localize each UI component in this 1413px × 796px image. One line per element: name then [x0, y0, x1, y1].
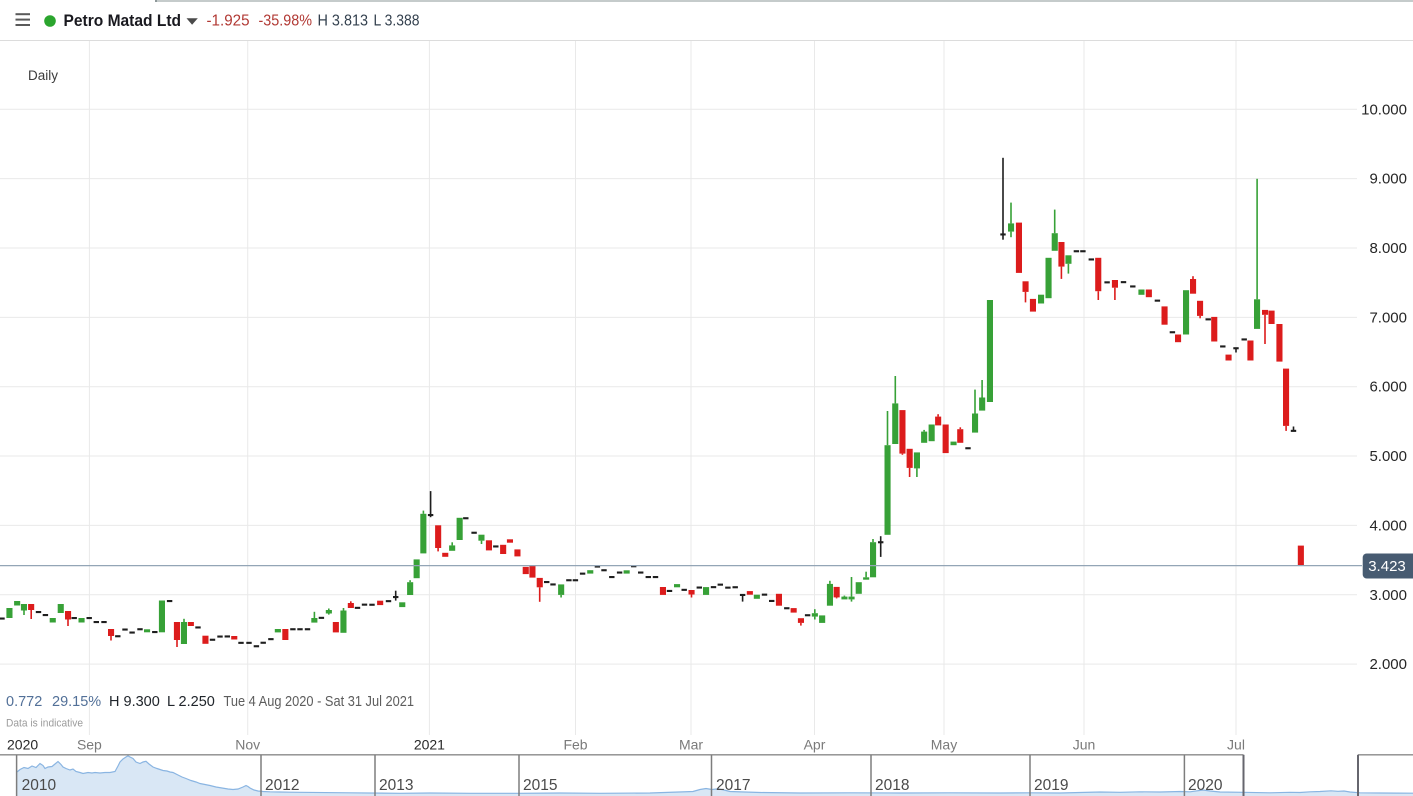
svg-text:L 2.250: L 2.250 — [167, 694, 215, 710]
svg-text:7.000: 7.000 — [1369, 309, 1407, 326]
svg-text:H 3.813: H 3.813 — [318, 13, 369, 30]
svg-text:Petro Matad Ltd: Petro Matad Ltd — [64, 12, 182, 30]
svg-text:May: May — [931, 737, 957, 753]
svg-text:2010: 2010 — [22, 777, 57, 794]
svg-text:Sep: Sep — [77, 737, 102, 753]
svg-text:H 9.300: H 9.300 — [109, 694, 160, 710]
svg-text:10.000: 10.000 — [1361, 101, 1407, 118]
svg-text:2020: 2020 — [1188, 777, 1223, 794]
svg-text:Nov: Nov — [235, 737, 260, 753]
svg-text:3.000: 3.000 — [1369, 587, 1407, 604]
svg-text:29.15%: 29.15% — [52, 694, 101, 710]
svg-text:2021: 2021 — [414, 737, 445, 753]
svg-text:4.000: 4.000 — [1369, 517, 1407, 534]
svg-text:2013: 2013 — [379, 777, 413, 794]
svg-text:2020: 2020 — [7, 737, 38, 753]
svg-text:0.772: 0.772 — [6, 694, 42, 710]
svg-text:6.000: 6.000 — [1369, 379, 1407, 396]
svg-text:2.000: 2.000 — [1369, 656, 1407, 673]
svg-text:2017: 2017 — [716, 777, 750, 794]
svg-text:Jun: Jun — [1073, 737, 1096, 753]
svg-text:2019: 2019 — [1034, 777, 1068, 794]
svg-text:Data is indicative: Data is indicative — [6, 718, 83, 730]
svg-text:L 3.388: L 3.388 — [374, 13, 420, 30]
svg-text:Apr: Apr — [804, 737, 826, 753]
svg-text:Tue 4 Aug 2020 - Sat 31 Jul 20: Tue 4 Aug 2020 - Sat 31 Jul 2021 — [224, 694, 415, 710]
svg-text:2018: 2018 — [875, 777, 909, 794]
svg-text:-35.98%: -35.98% — [259, 13, 313, 30]
svg-text:Feb: Feb — [563, 737, 587, 753]
svg-text:8.000: 8.000 — [1369, 240, 1407, 257]
svg-text:9.000: 9.000 — [1369, 171, 1407, 188]
svg-text:5.000: 5.000 — [1369, 448, 1407, 465]
svg-text:Mar: Mar — [679, 737, 703, 753]
svg-text:Jul: Jul — [1227, 737, 1245, 753]
svg-text:-1.925: -1.925 — [207, 13, 250, 30]
svg-text:2015: 2015 — [523, 777, 557, 794]
svg-text:3.423: 3.423 — [1368, 558, 1406, 575]
svg-text:2012: 2012 — [265, 777, 299, 794]
